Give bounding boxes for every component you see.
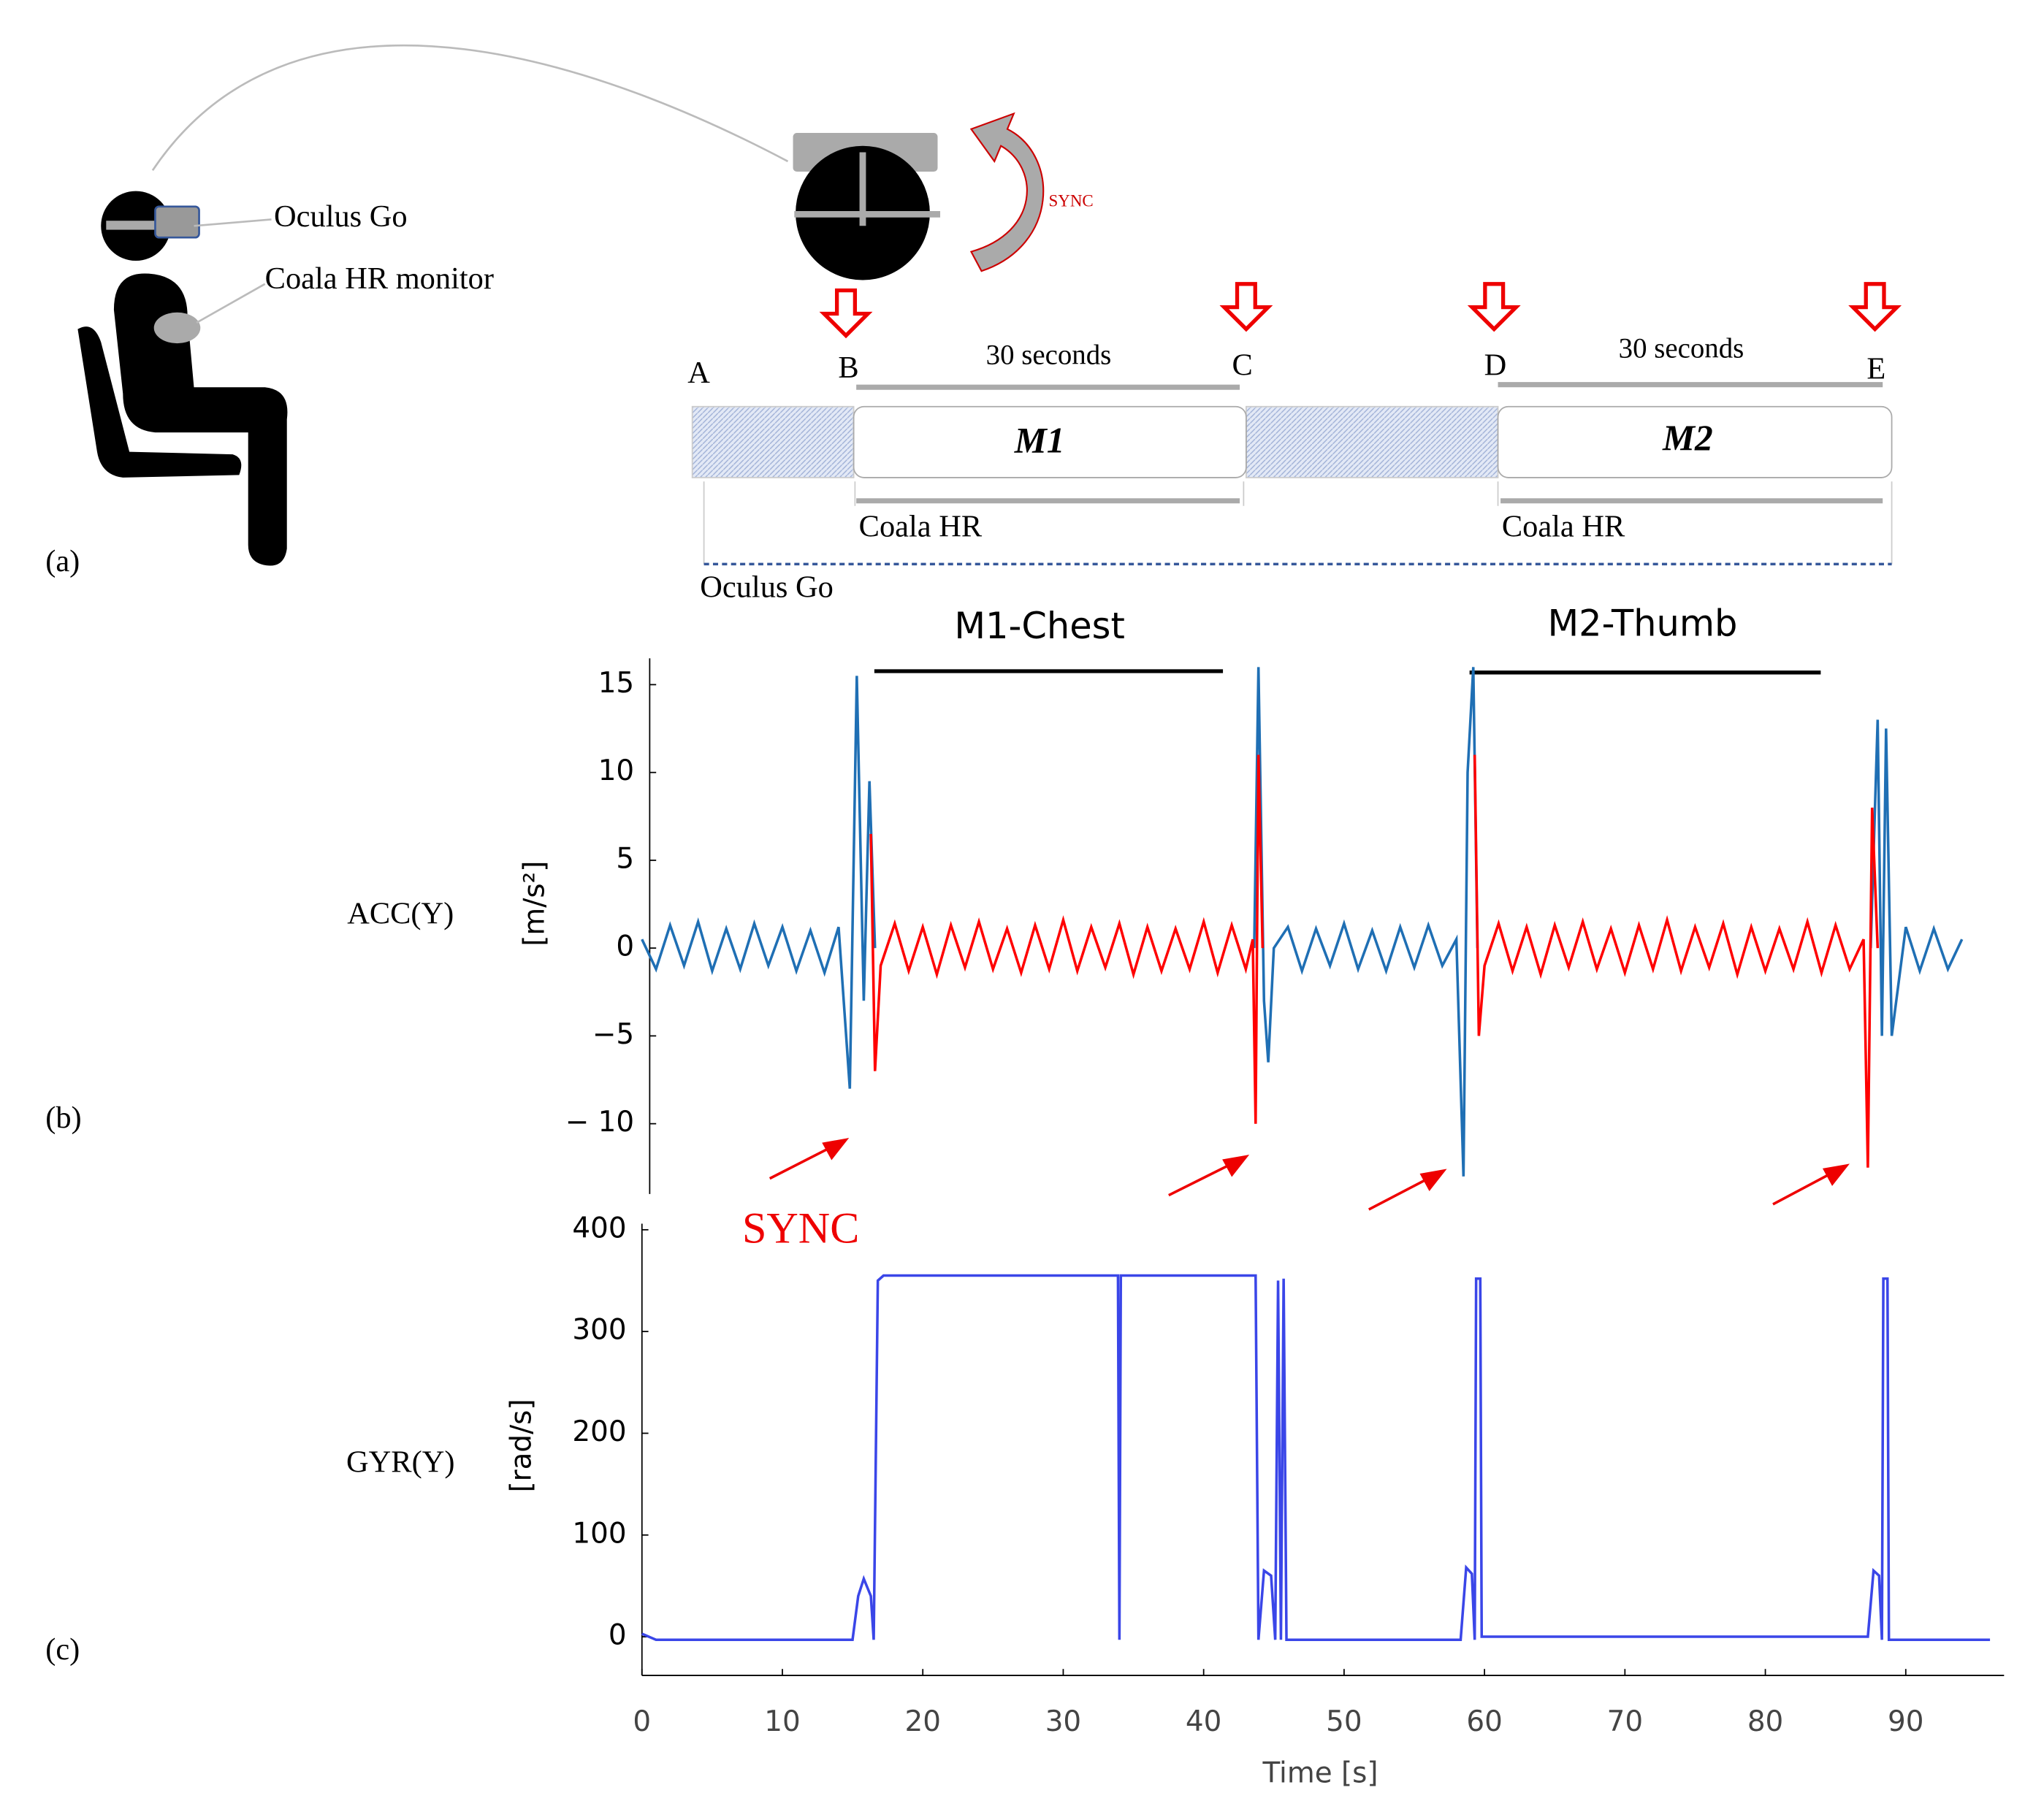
sync-label: SYNC [1048,192,1093,210]
marker: A [687,356,710,390]
y-tick-label: − 10 [565,1106,634,1139]
sync-device [793,112,1045,280]
panel-label: (c) [45,1632,80,1667]
x-tick-label: 50 [1326,1705,1362,1738]
sync-annotation: SYNC [742,1204,859,1253]
recorder: Coala HR [859,509,983,543]
signal-line [641,667,1964,1177]
y-tick-label: 0 [616,930,634,963]
y-axis-label: [m/s²] [518,861,551,947]
annotation: M1-Chest [954,605,1125,647]
y-tick-label: 300 [572,1314,626,1347]
x-tick-label: 60 [1466,1705,1502,1738]
marker: E [1866,352,1885,386]
duration: 30 seconds [1619,333,1744,364]
channel-label: ACC(Y) [347,897,454,931]
timeline [691,382,1893,566]
x-tick-label: 90 [1888,1705,1923,1738]
recorder: Coala HR [1502,509,1625,543]
y-tick-label: 100 [572,1517,626,1550]
panel-label: (b) [45,1101,81,1135]
y-tick-label: 10 [598,754,634,787]
marker: D [1484,348,1507,382]
annotation-line [874,669,1821,675]
y-tick-label: −5 [592,1018,634,1051]
marker: B [838,351,858,385]
x-tick-label: 80 [1747,1705,1783,1738]
device-label: Coala HR monitor [265,261,494,296]
y-tick-label: 200 [572,1415,626,1448]
down-arrows [819,282,1902,339]
x-tick-label: 30 [1045,1705,1081,1738]
device-label: Oculus Go [274,199,408,234]
x-tick-label: 0 [633,1705,651,1738]
x-axis-label: Time [s] [1262,1757,1378,1790]
y-axis-label: [rad/s] [506,1399,538,1492]
x-tick-label: 20 [904,1705,940,1738]
channel-label: GYR(Y) [346,1445,454,1480]
y-tick-label: 5 [616,842,634,875]
baseline: Oculus Go [700,570,834,604]
panel-label: (a) [45,544,80,578]
annotation: M2-Thumb [1547,603,1737,645]
y-tick-label: 0 [609,1619,627,1652]
y-tick-label: 400 [572,1212,626,1244]
x-tick-label: 10 [764,1705,800,1738]
signal-line [641,1274,1991,1642]
signal-line [869,754,1880,1168]
x-tick-label: 40 [1186,1705,1221,1738]
person-icon [77,44,789,566]
interval-name: M2 [1662,418,1713,458]
interval-name: M1 [1014,420,1065,460]
marker: C [1232,348,1252,382]
x-tick-label: 70 [1607,1705,1643,1738]
sync-arrows [769,1138,1850,1211]
duration: 30 seconds [986,339,1112,370]
y-tick-label: 15 [598,667,634,700]
